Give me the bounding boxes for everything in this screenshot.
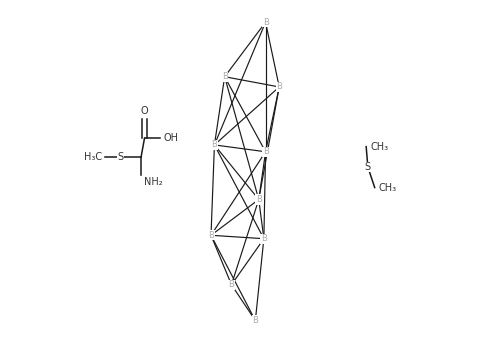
Text: B: B	[212, 140, 217, 149]
Text: CH₃: CH₃	[370, 142, 388, 152]
Text: B: B	[252, 316, 258, 325]
Text: H₃C: H₃C	[84, 152, 103, 162]
Text: B: B	[263, 18, 268, 27]
Text: B: B	[228, 280, 234, 289]
Text: S: S	[118, 152, 124, 162]
Text: B: B	[256, 195, 262, 204]
Text: B: B	[276, 83, 282, 91]
Text: B: B	[263, 147, 268, 156]
Text: S: S	[365, 162, 371, 172]
Text: CH₃: CH₃	[379, 182, 397, 193]
Text: O: O	[141, 106, 148, 116]
Text: NH₂: NH₂	[144, 177, 162, 187]
Text: OH: OH	[164, 133, 179, 143]
Text: B: B	[222, 72, 228, 81]
Text: B: B	[208, 231, 214, 240]
Text: B: B	[261, 234, 267, 243]
